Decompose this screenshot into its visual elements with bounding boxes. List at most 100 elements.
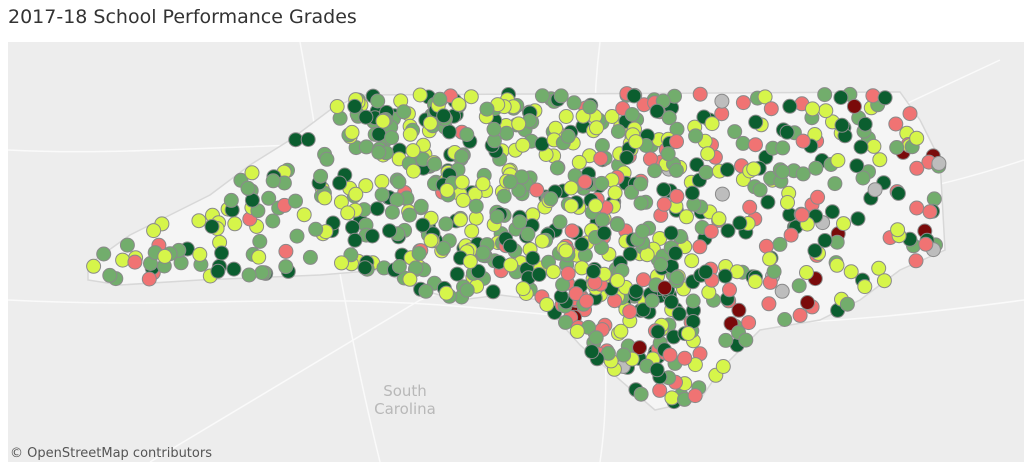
school-dot[interactable] (829, 257, 845, 273)
school-dot[interactable] (415, 217, 431, 233)
school-dot[interactable] (619, 150, 635, 166)
school-dot[interactable] (502, 174, 518, 190)
school-dot[interactable] (396, 104, 412, 120)
school-dot[interactable] (849, 158, 865, 174)
school-dot[interactable] (626, 88, 642, 104)
school-dot[interactable] (649, 362, 665, 378)
school-dot[interactable] (890, 222, 906, 238)
school-dot[interactable] (332, 175, 348, 191)
school-dot[interactable] (633, 386, 649, 402)
school-dot[interactable] (833, 90, 849, 105)
school-dot[interactable] (757, 89, 773, 105)
school-dot[interactable] (251, 249, 267, 265)
school-dot[interactable] (371, 126, 387, 142)
school-dot[interactable] (468, 198, 484, 214)
school-dot[interactable] (261, 190, 277, 206)
school-dot[interactable] (348, 186, 364, 202)
school-dot[interactable] (692, 86, 708, 102)
school-dot[interactable] (594, 212, 610, 228)
school-dot[interactable] (677, 350, 693, 366)
school-dot[interactable] (192, 246, 208, 262)
school-dot[interactable] (520, 226, 536, 242)
school-dot[interactable] (265, 173, 281, 189)
school-dot[interactable] (374, 187, 390, 203)
school-dot[interactable] (807, 243, 823, 259)
school-dot[interactable] (204, 219, 220, 234)
school-dot[interactable] (661, 110, 677, 126)
school-dot[interactable] (668, 162, 684, 178)
school-dot[interactable] (531, 267, 547, 282)
school-dot[interactable] (594, 175, 610, 191)
school-dot[interactable] (613, 323, 629, 339)
school-dot[interactable] (141, 271, 157, 287)
school-dot[interactable] (411, 246, 427, 261)
school-dot[interactable] (727, 124, 743, 140)
school-dot[interactable] (853, 139, 869, 155)
school-dot[interactable] (470, 263, 486, 279)
school-dot[interactable] (663, 225, 679, 241)
school-dot[interactable] (772, 236, 788, 252)
school-dot[interactable] (308, 221, 324, 237)
school-dot[interactable] (529, 182, 545, 198)
school-dot[interactable] (418, 283, 434, 299)
school-dot[interactable] (389, 192, 405, 208)
school-dot[interactable] (746, 161, 762, 177)
school-dot[interactable] (685, 293, 701, 309)
school-dot[interactable] (435, 240, 451, 256)
school-dot[interactable] (720, 223, 736, 239)
school-dot[interactable] (358, 109, 374, 125)
school-dot[interactable] (553, 88, 569, 104)
school-dot[interactable] (667, 245, 683, 261)
school-dot[interactable] (684, 253, 700, 269)
school-dot[interactable] (577, 174, 593, 190)
school-dot[interactable] (633, 176, 649, 192)
school-dot[interactable] (319, 151, 335, 167)
school-dot[interactable] (741, 315, 757, 331)
school-dot[interactable] (545, 264, 561, 280)
school-dot[interactable] (549, 160, 565, 176)
school-dot[interactable] (449, 266, 465, 282)
school-dot[interactable] (402, 271, 418, 287)
school-dot[interactable] (818, 103, 834, 119)
school-dot[interactable] (738, 332, 754, 348)
school-dot[interactable] (857, 279, 873, 295)
school-dot[interactable] (761, 296, 777, 312)
school-dot[interactable] (585, 264, 601, 279)
school-dot[interactable] (214, 245, 230, 261)
school-dot[interactable] (931, 155, 947, 171)
school-dot[interactable] (127, 254, 143, 270)
school-dot[interactable] (375, 113, 391, 129)
school-dot[interactable] (698, 164, 714, 180)
school-dot[interactable] (454, 148, 470, 164)
school-dot[interactable] (834, 117, 850, 133)
school-dot[interactable] (574, 236, 590, 252)
school-dot[interactable] (313, 168, 329, 184)
school-dot[interactable] (711, 211, 727, 227)
school-dot[interactable] (628, 283, 644, 299)
school-dot[interactable] (715, 359, 731, 374)
school-dot[interactable] (652, 382, 668, 398)
school-dot[interactable] (406, 163, 421, 179)
school-dot[interactable] (534, 88, 550, 104)
school-dot[interactable] (582, 99, 598, 115)
school-dot[interactable] (358, 178, 374, 194)
school-dot[interactable] (748, 114, 764, 130)
school-dot[interactable] (438, 285, 454, 301)
school-dot[interactable] (680, 326, 696, 341)
school-dot[interactable] (364, 228, 380, 244)
school-dot[interactable] (369, 201, 385, 217)
school-dot[interactable] (405, 143, 421, 159)
school-dot[interactable] (846, 98, 862, 114)
school-dot[interactable] (543, 191, 559, 207)
school-dot[interactable] (391, 174, 407, 190)
school-dot[interactable] (647, 163, 663, 179)
school-dot[interactable] (119, 237, 135, 253)
school-dot[interactable] (558, 109, 574, 124)
school-dot[interactable] (775, 164, 791, 179)
school-dot[interactable] (843, 264, 859, 280)
school-dot[interactable] (827, 176, 843, 192)
school-dot[interactable] (384, 204, 400, 220)
school-dot[interactable] (918, 236, 934, 252)
school-dot[interactable] (252, 233, 268, 249)
school-dot[interactable] (515, 281, 531, 297)
